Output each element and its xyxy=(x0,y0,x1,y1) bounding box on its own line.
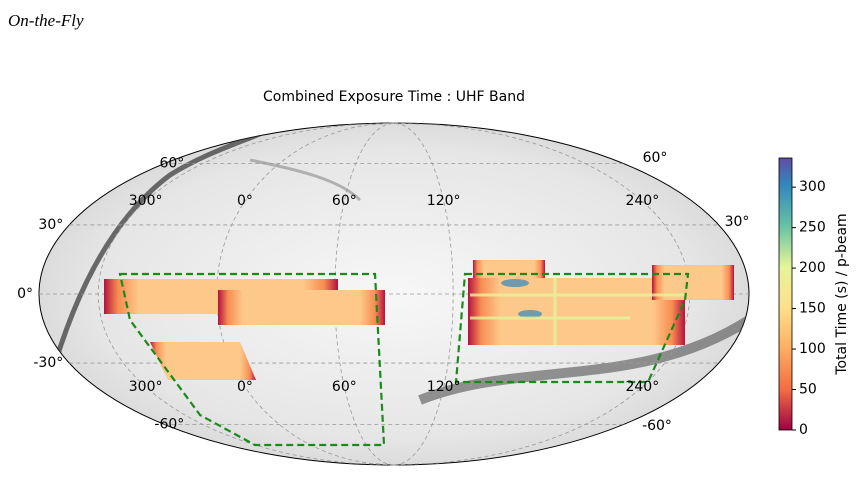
lat-tick-label: 60° xyxy=(159,156,184,172)
grid-line xyxy=(97,122,395,466)
lat-tick-label: 0° xyxy=(17,286,33,302)
lat-tick-label: -60° xyxy=(642,418,672,434)
lon-tick-label: 60° xyxy=(332,379,357,395)
colorbar-tick-label: 250 xyxy=(799,220,826,236)
colorbar-tick-label: 300 xyxy=(799,179,826,195)
survey-footprint xyxy=(118,272,690,447)
lon-tick-label: 60° xyxy=(332,193,357,209)
lon-tick-label: 120° xyxy=(427,379,461,395)
colorbar-tick-label: 100 xyxy=(799,341,826,357)
lon-tick-label: 240° xyxy=(625,193,659,209)
lon-tick-label: 120° xyxy=(427,193,461,209)
heading: On-the-Fly xyxy=(8,11,84,30)
lat-tick-label: 60° xyxy=(643,150,668,166)
chart-title: Combined Exposure Time : UHF Band xyxy=(263,89,525,105)
lat-tick-label: -60° xyxy=(154,416,184,432)
galactic-emission xyxy=(42,123,749,405)
lat-tick-label: 30° xyxy=(38,217,63,233)
lon-tick-label: 300° xyxy=(129,379,163,395)
colorbar xyxy=(778,157,793,431)
colorbar-tick-label: 150 xyxy=(799,301,826,317)
colorbar-tick-label: 50 xyxy=(799,382,817,398)
grid-line xyxy=(393,122,454,466)
lon-tick-label: 240° xyxy=(625,379,659,395)
lat-tick-label: 30° xyxy=(725,214,750,230)
colorbar-tick-label: 200 xyxy=(799,260,826,276)
colorbar-tick-label: 0 xyxy=(799,422,808,438)
lat-tick-label: -30° xyxy=(33,355,63,371)
lon-tick-label: 0° xyxy=(237,193,253,209)
colorbar-label: Total Time (s) / p-beam xyxy=(834,213,850,375)
lon-tick-label: 0° xyxy=(237,379,253,395)
lon-tick-label: 300° xyxy=(129,193,163,209)
